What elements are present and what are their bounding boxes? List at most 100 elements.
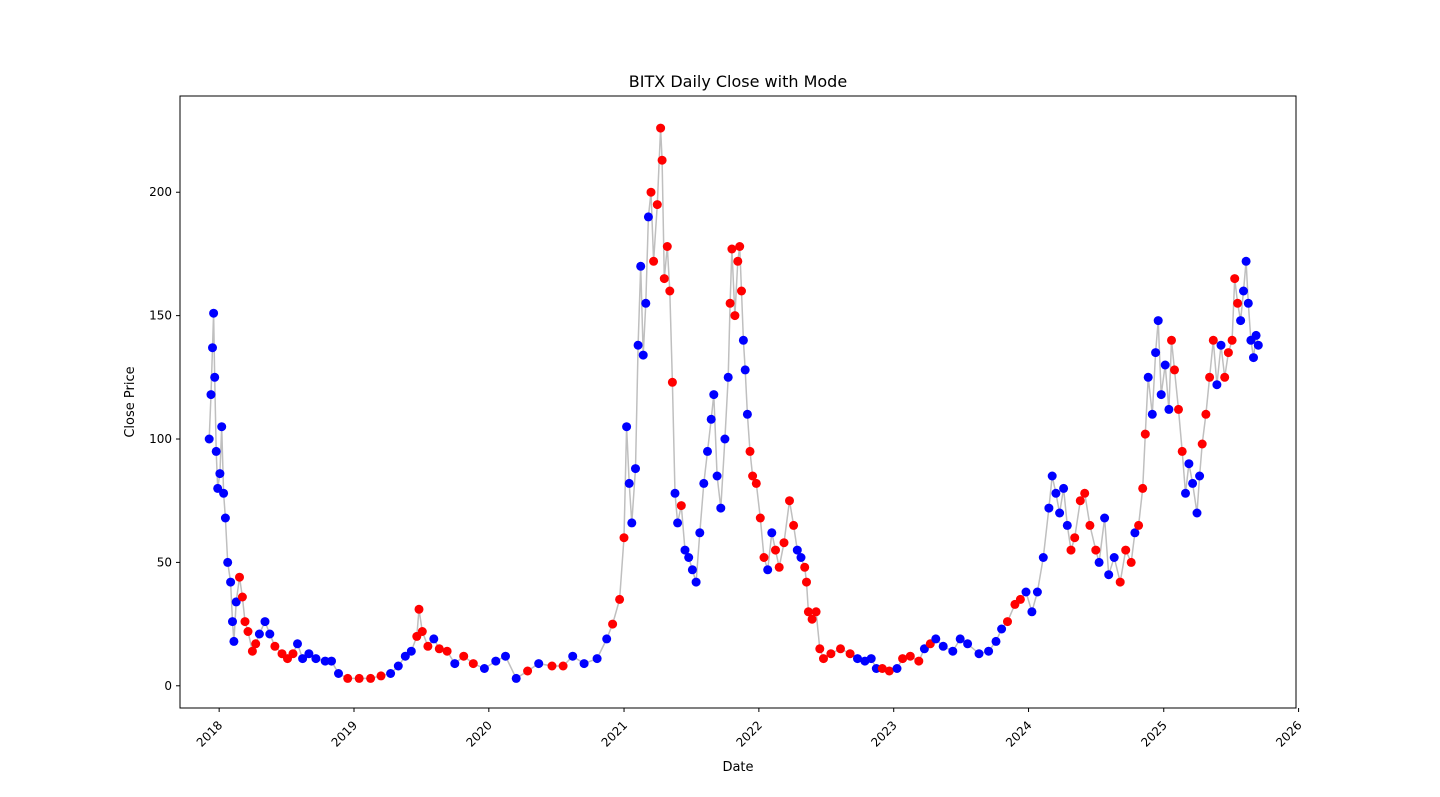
data-point	[293, 639, 302, 649]
x-tick-label: 2024	[1003, 718, 1034, 749]
data-point	[789, 520, 799, 530]
data-point	[615, 594, 625, 604]
data-point	[802, 577, 811, 587]
y-axis-label: Close Price	[123, 366, 138, 437]
data-point	[767, 528, 777, 538]
data-point	[774, 562, 784, 572]
data-point	[877, 664, 887, 673]
y-axis: 0 50 100 150 200	[149, 185, 180, 693]
data-point	[963, 639, 973, 649]
data-point	[1075, 496, 1085, 506]
data-point	[1170, 365, 1179, 375]
data-point	[491, 656, 501, 666]
data-point	[376, 671, 386, 681]
data-point	[1220, 372, 1230, 382]
data-point	[229, 636, 239, 646]
data-point	[706, 414, 716, 424]
x-axis-label: Date	[722, 760, 753, 775]
data-point	[699, 478, 709, 488]
data-point	[1100, 513, 1110, 523]
data-point	[434, 644, 444, 654]
data-point	[792, 545, 802, 555]
data-point	[1070, 533, 1080, 543]
data-point	[423, 641, 433, 651]
data-point	[676, 501, 686, 511]
data-point	[235, 572, 244, 582]
data-point	[1201, 409, 1211, 419]
data-point	[1230, 274, 1240, 284]
data-point	[231, 597, 241, 607]
data-point	[1121, 545, 1131, 555]
data-point	[602, 634, 612, 644]
data-point	[1130, 528, 1140, 538]
data-point	[695, 528, 705, 538]
data-point	[1094, 557, 1104, 567]
data-point	[208, 343, 217, 353]
data-point	[1032, 587, 1042, 597]
data-point	[334, 669, 343, 678]
data-point	[1059, 483, 1069, 493]
x-tick-label: 2023	[868, 718, 899, 749]
data-point	[657, 155, 667, 165]
data-point	[226, 577, 236, 587]
data-point	[1015, 594, 1025, 604]
data-point	[1174, 404, 1183, 414]
data-point	[1251, 330, 1261, 340]
data-point	[641, 298, 651, 308]
data-point	[1153, 316, 1163, 326]
data-point	[845, 649, 855, 659]
data-point	[948, 646, 958, 656]
x-tick-label: 2018	[194, 718, 225, 749]
data-point	[393, 661, 403, 671]
data-point	[738, 335, 748, 345]
data-point	[366, 673, 376, 683]
data-point	[1003, 617, 1012, 627]
data-point	[1167, 335, 1176, 345]
data-point	[1143, 372, 1153, 382]
data-point	[406, 646, 416, 656]
data-point	[755, 513, 765, 523]
data-point	[1177, 446, 1187, 456]
data-point	[1216, 340, 1226, 350]
data-point	[343, 673, 353, 683]
data-point	[723, 372, 733, 382]
data-point	[1151, 348, 1161, 358]
y-tick-label: 100	[149, 432, 172, 446]
data-point	[984, 646, 994, 656]
data-point	[803, 607, 813, 617]
data-point	[836, 644, 845, 654]
data-point	[1051, 488, 1061, 498]
data-point	[320, 656, 330, 666]
data-point	[547, 661, 557, 671]
x-tick-label: 2026	[1273, 718, 1304, 749]
data-point	[442, 646, 452, 656]
data-point	[991, 636, 1001, 646]
y-tick-label: 200	[149, 185, 172, 199]
data-point	[1195, 471, 1205, 481]
data-point	[720, 434, 730, 444]
data-point	[1156, 390, 1166, 400]
data-point	[853, 654, 862, 664]
data-point	[974, 649, 984, 659]
data-point	[730, 311, 740, 321]
data-point	[745, 446, 755, 456]
data-point	[592, 654, 602, 664]
data-point	[568, 651, 578, 661]
data-point	[898, 654, 908, 664]
data-point	[680, 545, 690, 555]
data-point	[751, 478, 761, 488]
data-point	[649, 256, 659, 266]
close-price-line	[208, 128, 1260, 680]
data-point	[1181, 488, 1190, 498]
data-point	[919, 644, 929, 654]
data-point	[1066, 545, 1076, 555]
data-point	[771, 545, 780, 555]
x-tick-label: 2021	[599, 718, 630, 749]
data-point	[204, 434, 214, 444]
data-point	[327, 656, 336, 666]
data-point	[414, 604, 424, 614]
data-point	[429, 634, 439, 644]
data-point	[1134, 520, 1144, 530]
data-point	[712, 471, 722, 481]
data-point	[417, 627, 427, 636]
